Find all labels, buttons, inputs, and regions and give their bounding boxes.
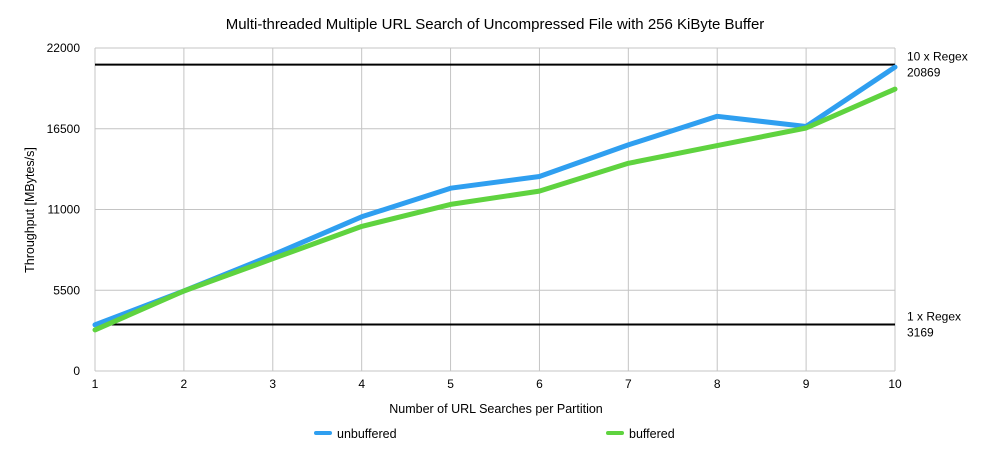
legend: unbuffered buffered: [314, 427, 675, 441]
legend-label-unbuffered: unbuffered: [337, 427, 397, 441]
x-axis-title: Number of URL Searches per Partition: [389, 402, 603, 416]
x-tick-label: 6: [536, 377, 543, 391]
series-line-buffered: [92, 86, 898, 333]
x-tick-labels: 1 2 3 4 5 6 7 8 9 10: [92, 377, 902, 391]
y-tick-label: 11000: [48, 203, 81, 217]
series-lines: [92, 64, 898, 333]
y-tick-labels: 0 5500 11000 16500 22000: [47, 41, 81, 378]
y-tick-label: 0: [73, 364, 80, 378]
grid: [94, 47, 896, 372]
reference-line-label: 1 x Regex: [907, 309, 961, 323]
legend-label-buffered: buffered: [629, 427, 675, 441]
reference-line-label: 10 x Regex: [907, 50, 968, 64]
reference-lines: 10 x Regex 20869 1 x Regex 3169: [95, 50, 968, 339]
x-tick-label: 10: [888, 377, 902, 391]
x-tick-label: 2: [181, 377, 188, 391]
x-tick-label: 5: [447, 377, 454, 391]
x-tick-label: 3: [269, 377, 276, 391]
reference-line-value: 3169: [907, 325, 934, 339]
reference-line-value: 20869: [907, 66, 941, 80]
x-tick-label: 7: [625, 377, 632, 391]
y-tick-label: 5500: [53, 283, 80, 297]
x-tick-label: 9: [803, 377, 810, 391]
x-tick-label: 1: [92, 377, 99, 391]
y-tick-label: 22000: [47, 41, 81, 55]
y-tick-label: 16500: [47, 122, 81, 136]
x-tick-label: 4: [358, 377, 365, 391]
x-tick-label: 8: [714, 377, 721, 391]
y-axis-title: Throughput [MBytes/s]: [23, 147, 37, 273]
chart-title: Multi-threaded Multiple URL Search of Un…: [226, 16, 765, 33]
